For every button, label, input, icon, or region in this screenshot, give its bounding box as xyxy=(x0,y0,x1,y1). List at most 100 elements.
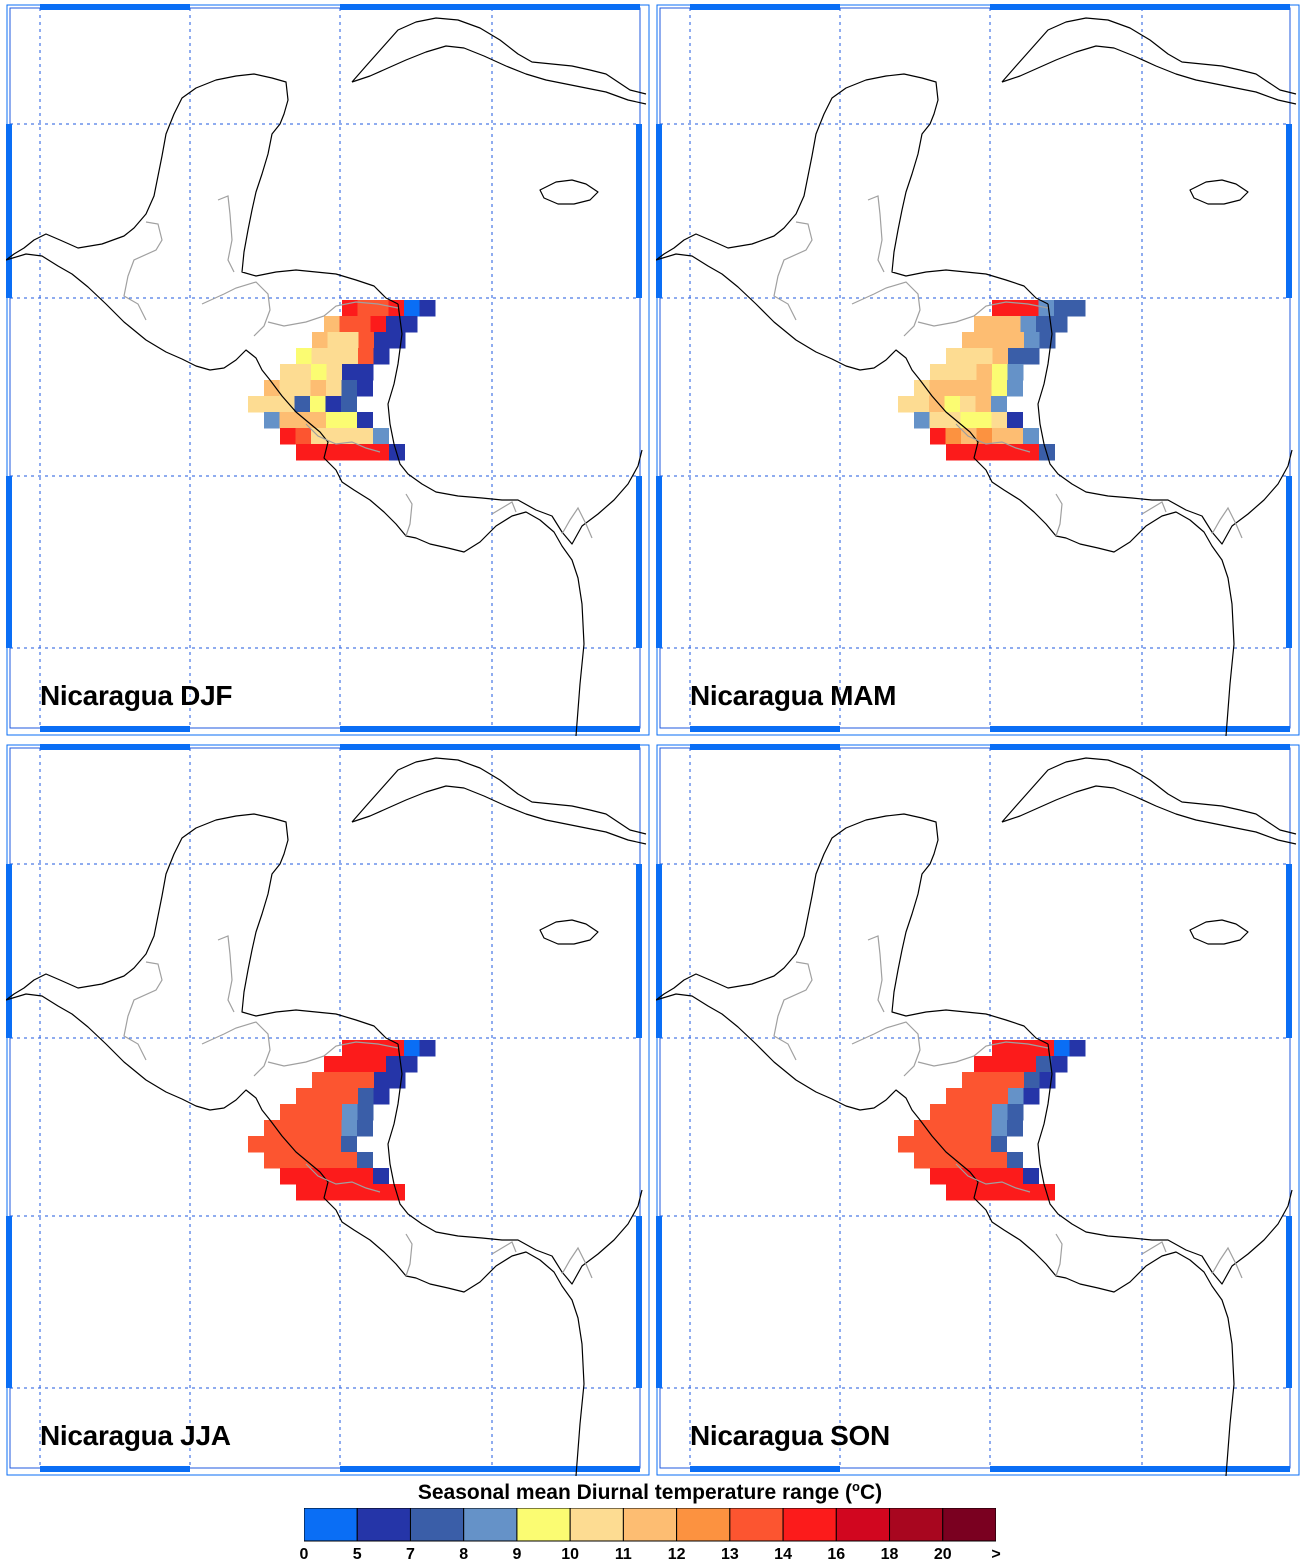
data-cell xyxy=(279,396,295,413)
country-border xyxy=(773,961,813,1061)
data-cell xyxy=(325,396,342,413)
data-cell xyxy=(355,316,371,333)
data-cell xyxy=(1036,316,1052,333)
data-cell xyxy=(945,1104,962,1121)
data-cell xyxy=(341,380,358,397)
colorbar-bin xyxy=(889,1508,944,1542)
data-cell xyxy=(930,1104,946,1121)
data-cell xyxy=(1008,348,1024,365)
data-cell xyxy=(1007,1104,1024,1121)
coastline xyxy=(351,45,647,105)
data-cell xyxy=(342,1104,358,1121)
data-cell xyxy=(311,364,327,381)
data-cell xyxy=(324,316,340,333)
data-cell xyxy=(355,1056,371,1073)
colorbar-tick-label: 12 xyxy=(667,1546,686,1563)
data-cell xyxy=(327,332,344,349)
data-cell xyxy=(357,412,373,429)
coastlines xyxy=(656,757,1297,1476)
data-cell xyxy=(1007,1152,1023,1169)
data-cell xyxy=(961,444,978,461)
data-cell xyxy=(358,1088,374,1105)
data-cell xyxy=(357,1040,374,1057)
data-cell xyxy=(374,332,390,349)
country-border xyxy=(955,1163,1031,1193)
data-cell xyxy=(945,364,962,381)
data-cell xyxy=(342,1184,359,1201)
panel-title: Nicaragua JJA xyxy=(40,1420,231,1451)
data-cell xyxy=(1023,300,1039,317)
data-cell xyxy=(913,1136,930,1153)
coastline xyxy=(539,919,599,945)
data-cell xyxy=(358,1072,375,1089)
data-cells xyxy=(248,1040,436,1201)
data-cell xyxy=(295,364,312,381)
data-cell xyxy=(1023,1040,1039,1057)
colorbar-bin xyxy=(463,1508,518,1542)
data-cell xyxy=(944,1136,961,1153)
data-cell xyxy=(342,428,358,445)
data-cell xyxy=(294,396,311,413)
country-border xyxy=(917,1041,1049,1067)
coastline xyxy=(1001,17,1297,95)
data-cell xyxy=(342,1088,359,1105)
data-cell xyxy=(1051,316,1068,333)
data-cell xyxy=(358,332,375,349)
data-cell xyxy=(280,364,296,381)
data-cell xyxy=(342,444,359,461)
data-cell xyxy=(977,1184,993,1201)
data-cell xyxy=(1069,1040,1086,1057)
frame-tick-right xyxy=(636,1216,642,1388)
data-cell xyxy=(279,412,296,429)
data-cell xyxy=(1007,1120,1023,1137)
frame-tick-bottom xyxy=(340,1466,640,1472)
frame-tick-bottom xyxy=(40,726,190,732)
coastline xyxy=(351,17,647,95)
data-cell xyxy=(929,1120,946,1137)
data-cell xyxy=(326,1168,343,1185)
data-cell xyxy=(977,348,993,365)
data-cell xyxy=(341,1120,358,1137)
data-cell xyxy=(976,380,992,397)
data-cell xyxy=(357,1152,373,1169)
data-cell xyxy=(280,428,296,445)
data-cell xyxy=(914,412,930,429)
data-cell xyxy=(961,348,978,365)
data-cell xyxy=(357,1168,374,1185)
coastline xyxy=(387,303,643,545)
data-cell xyxy=(945,1120,961,1137)
data-cell xyxy=(326,364,343,381)
frame-tick-left xyxy=(656,476,662,648)
data-cell xyxy=(357,1120,373,1137)
data-cell xyxy=(373,1168,389,1185)
data-cell xyxy=(960,396,976,413)
frame-tick-right xyxy=(1286,476,1292,648)
data-cell xyxy=(991,1136,1007,1153)
data-cell xyxy=(389,1072,406,1089)
data-cell xyxy=(248,396,264,413)
data-cell xyxy=(945,380,961,397)
data-cell xyxy=(310,1120,327,1137)
map-canvas xyxy=(656,4,1300,736)
data-cell xyxy=(389,332,406,349)
data-cell xyxy=(327,444,343,461)
data-cell xyxy=(1069,300,1086,317)
data-cell xyxy=(991,412,1008,429)
colorbar-tick-label: 20 xyxy=(933,1546,952,1563)
data-cell xyxy=(311,348,328,365)
coastline xyxy=(1001,757,1297,835)
panel-outer-frame xyxy=(6,4,650,736)
data-cell xyxy=(295,1104,312,1121)
data-cell xyxy=(946,1088,962,1105)
frame-tick-left xyxy=(6,1216,12,1388)
data-cell xyxy=(1039,1072,1056,1089)
country-border xyxy=(267,1041,399,1067)
data-cell xyxy=(913,396,930,413)
data-cell xyxy=(358,1184,374,1201)
data-cell xyxy=(374,1072,390,1089)
country-borders xyxy=(773,195,1243,539)
country-border xyxy=(405,1233,413,1277)
data-cell xyxy=(898,396,914,413)
map-panel-djf: Nicaragua DJF xyxy=(6,4,650,736)
data-cell xyxy=(992,1104,1008,1121)
